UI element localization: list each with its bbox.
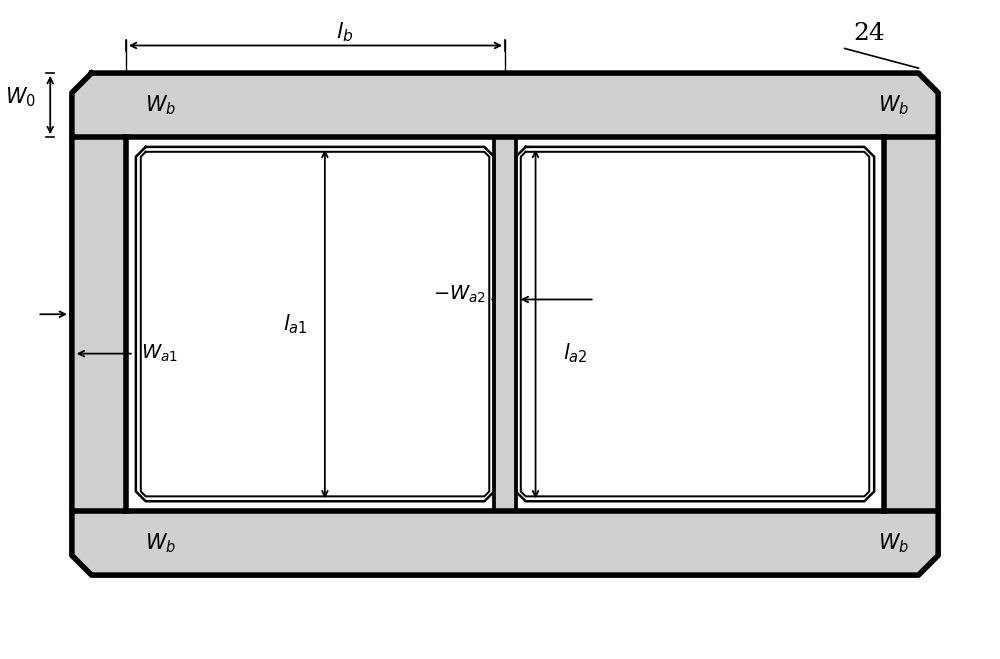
Polygon shape	[136, 147, 494, 501]
Text: $l_{a2}$: $l_{a2}$	[563, 342, 588, 366]
Polygon shape	[494, 137, 516, 511]
Text: $W_b$: $W_b$	[878, 531, 909, 555]
Text: 24: 24	[853, 22, 885, 45]
Text: $W_b$: $W_b$	[145, 94, 176, 117]
Text: $W_b$: $W_b$	[145, 531, 176, 555]
Text: $W_b$: $W_b$	[878, 94, 909, 117]
Text: $W_{a1}$: $W_{a1}$	[141, 343, 178, 364]
Text: $W_0$: $W_0$	[5, 86, 36, 109]
Polygon shape	[126, 137, 884, 511]
Text: $-W_{a2}$: $-W_{a2}$	[433, 284, 486, 305]
Text: $l_b$: $l_b$	[336, 20, 354, 43]
Polygon shape	[516, 147, 874, 501]
Text: $l_{a1}$: $l_{a1}$	[283, 312, 307, 336]
Polygon shape	[72, 73, 938, 575]
